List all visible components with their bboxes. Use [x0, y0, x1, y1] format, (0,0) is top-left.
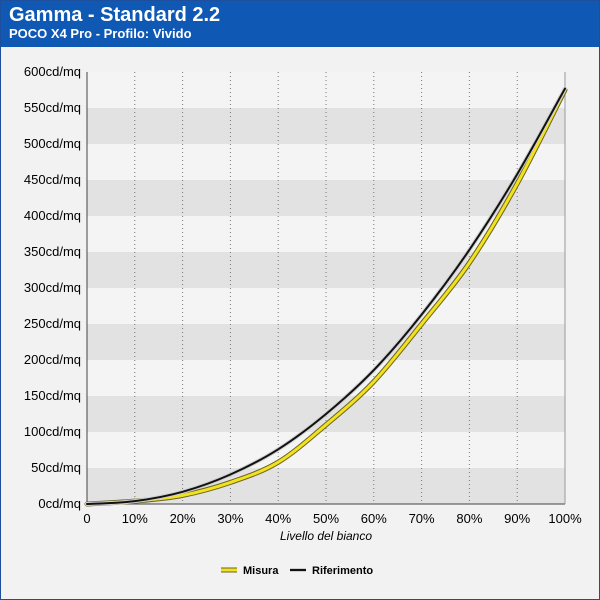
x-tick-label: 30% [217, 511, 243, 526]
plot-band [87, 180, 565, 216]
x-tick-labels: 0 10% 20% 30% 40% 50% 60% 70% 80% 90% 100% [83, 511, 582, 526]
x-tick-label: 20% [170, 511, 196, 526]
y-tick-label: 450cd/mq [24, 172, 81, 187]
chart-subtitle: POCO X4 Pro - Profilo: Vivido [9, 26, 192, 41]
plot-bands [87, 72, 565, 504]
x-tick-label: 100% [548, 511, 582, 526]
x-tick-label: 90% [504, 511, 530, 526]
y-tick-label: 400cd/mq [24, 208, 81, 223]
x-tick-label: 50% [313, 511, 339, 526]
series-line-misura [85, 88, 567, 506]
legend-label-misura: Misura [243, 565, 279, 577]
series-line-riferimento [86, 87, 566, 505]
y-tick-label: 200cd/mq [24, 352, 81, 367]
y-tick-label: 550cd/mq [24, 100, 81, 115]
y-tick-label: 300cd/mq [24, 280, 81, 295]
y-tick-label: 50cd/mq [31, 460, 81, 475]
legend: Misura Riferimento [221, 565, 373, 577]
y-tick-label: 500cd/mq [24, 136, 81, 151]
x-tick-label: 60% [361, 511, 387, 526]
plot-band [87, 324, 565, 360]
y-tick-label: 600cd/mq [24, 64, 81, 79]
chart-header: Gamma - Standard 2.2 POCO X4 Pro - Profi… [1, 1, 599, 47]
y-tick-label: 350cd/mq [24, 244, 81, 259]
plot-band [87, 252, 565, 288]
x-tick-label: 40% [265, 511, 291, 526]
chart-title: Gamma - Standard 2.2 [9, 4, 221, 26]
y-tick-label: 100cd/mq [24, 424, 81, 439]
x-tick-label: 0 [83, 511, 90, 526]
series-lines [84, 86, 568, 507]
plot-band [87, 288, 565, 324]
y-tick-label: 250cd/mq [24, 316, 81, 331]
legend-label-riferimento: Riferimento [312, 565, 373, 577]
plot-band [87, 144, 565, 180]
y-tick-labels: 0cd/mq 50cd/mq 100cd/mq 150cd/mq 200cd/mq 250… [24, 64, 81, 511]
plot-band [87, 108, 565, 144]
plot-band [87, 360, 565, 396]
y-tick-label: 0cd/mq [38, 496, 81, 511]
x-tick-label: 80% [456, 511, 482, 526]
plot-band [87, 72, 565, 108]
x-axis-label: Livello del bianco [280, 529, 372, 543]
x-tick-label: 70% [409, 511, 435, 526]
x-tick-label: 10% [122, 511, 148, 526]
y-tick-label: 150cd/mq [24, 388, 81, 403]
plot-band [87, 432, 565, 468]
plot-axes [86, 72, 566, 505]
